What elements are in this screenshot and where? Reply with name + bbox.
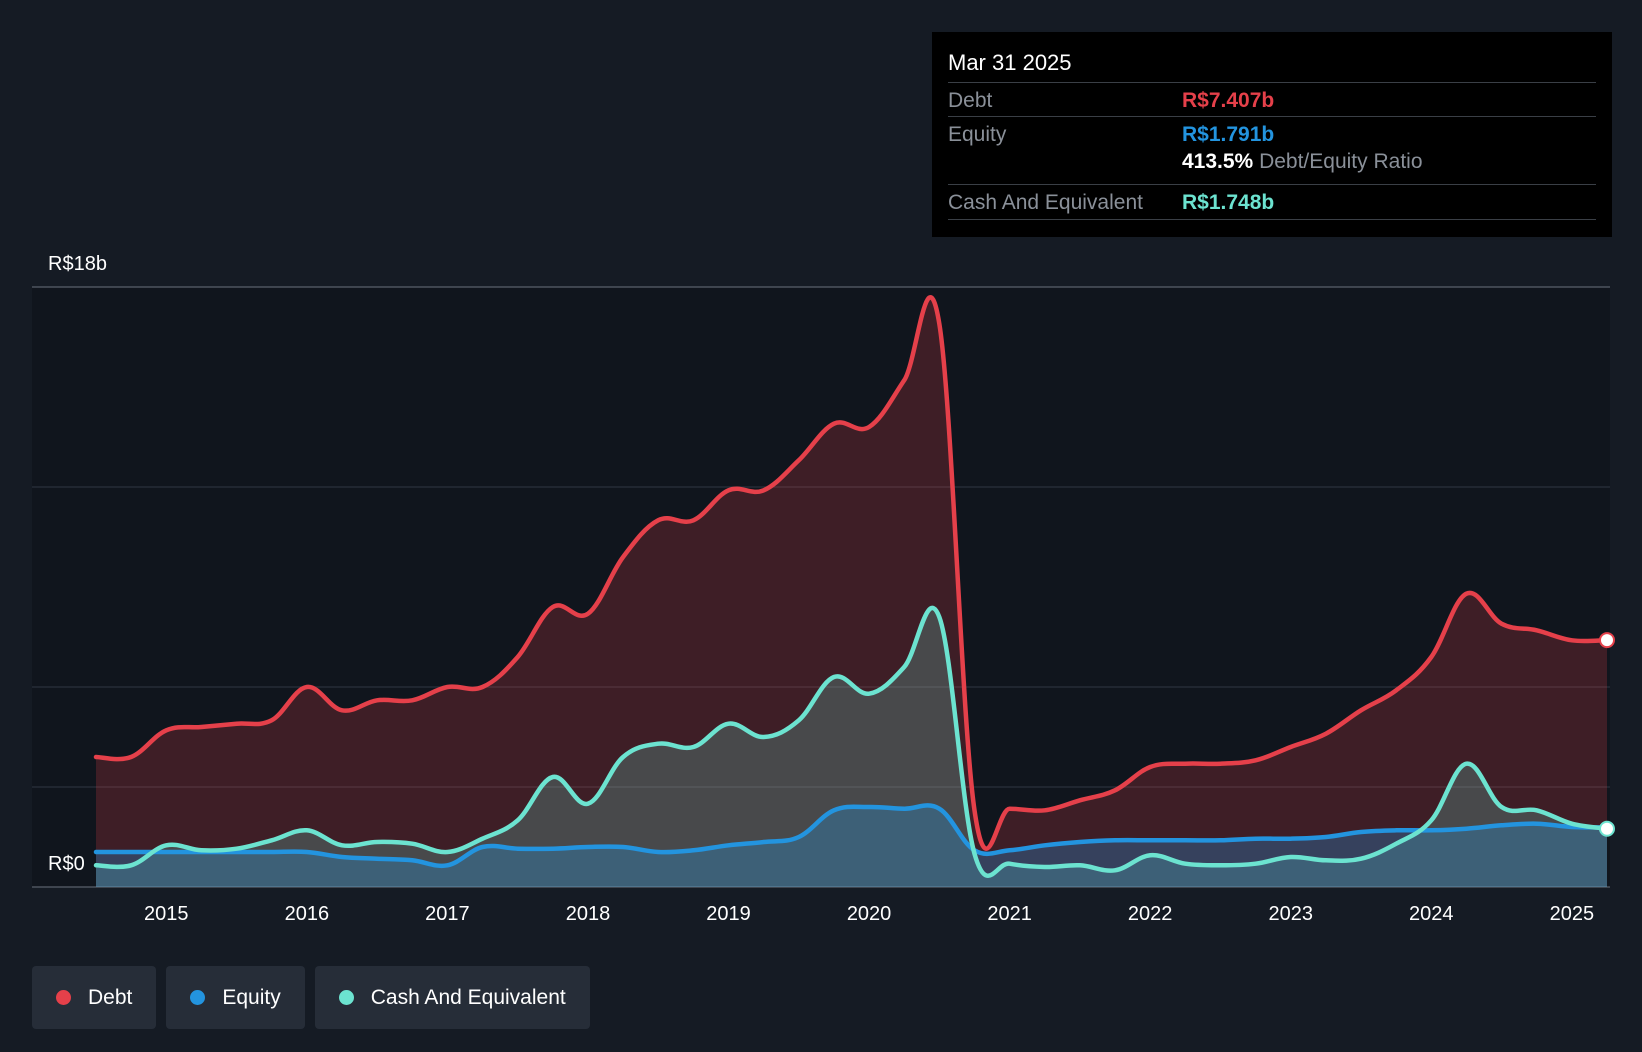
x-axis-tick-labels: 2015 2016 2017 2018 2019 2020 2021 2022 2023 2024… (144, 903, 1594, 925)
debt-end-marker (1599, 632, 1615, 649)
x-tick-label: 2024 (1409, 903, 1454, 925)
x-tick-label: 2015 (144, 903, 189, 925)
chart-legend: Debt Equity Cash And Equivalent (32, 966, 590, 1029)
equity-line (93, 803, 1610, 869)
tooltip-cash-value: R$1.748b (1182, 191, 1275, 214)
x-tick-label: 2025 (1550, 903, 1595, 925)
legend-debt-label: Debt (88, 985, 133, 1009)
x-tick-label: 2021 (987, 903, 1032, 925)
tooltip-cash-label: Cash And Equivalent (948, 191, 1143, 214)
tooltip-row-equity: Equity R$1.791b (948, 116, 1596, 151)
cash-area (96, 607, 1607, 887)
cash-end-marker (1599, 820, 1615, 837)
x-tick-label: 2016 (285, 903, 330, 925)
y-axis-bottom-label: R$0 (48, 853, 85, 875)
tooltip-equity-label: Equity (948, 123, 1007, 146)
cash-dot-icon (338, 990, 354, 1005)
tooltip-date: Mar 31 2025 (948, 50, 1072, 75)
tooltip-row-cash: Cash And Equivalent R$1.748b (948, 184, 1596, 220)
legend-item-equity[interactable]: Equity (166, 966, 305, 1029)
cash-line (93, 605, 1610, 878)
tooltip-ratio: 413.5% Debt/Equity Ratio (1182, 150, 1423, 174)
end-markers (1599, 632, 1615, 837)
x-tick-label: 2018 (566, 903, 611, 925)
tooltip-debt-value: R$7.407b (1182, 89, 1275, 112)
legend-cash-label: Cash And Equivalent (370, 985, 566, 1009)
equity-dot-icon (190, 990, 206, 1005)
tooltip-ratio-label: Debt/Equity Ratio (1259, 150, 1423, 173)
legend-item-debt[interactable]: Debt (32, 966, 157, 1029)
debt-dot-icon (56, 990, 71, 1005)
tooltip-row-debt: Debt R$7.407b (948, 82, 1596, 117)
tooltip-panel: Mar 31 2025 Debt R$7.407b Equity R$1.791… (932, 32, 1612, 237)
x-tick-label: 2022 (1128, 903, 1173, 925)
legend-equity-label: Equity (222, 985, 281, 1009)
series-lines (93, 295, 1610, 878)
tooltip-ratio-value: 413.5% (1182, 150, 1254, 173)
x-tick-label: 2023 (1268, 903, 1313, 925)
x-tick-label: 2020 (847, 903, 892, 925)
tooltip-row-ratio: 413.5% Debt/Equity Ratio (948, 150, 1596, 184)
y-axis-top-label: R$18b (48, 253, 107, 275)
x-tick-label: 2017 (425, 903, 470, 925)
tooltip-equity-value: R$1.791b (1182, 123, 1275, 146)
tooltip-debt-label: Debt (948, 89, 993, 112)
debt-line (93, 295, 1610, 851)
x-tick-label: 2019 (706, 903, 751, 925)
legend-item-cash[interactable]: Cash And Equivalent (314, 966, 590, 1029)
debt-area (96, 297, 1607, 887)
